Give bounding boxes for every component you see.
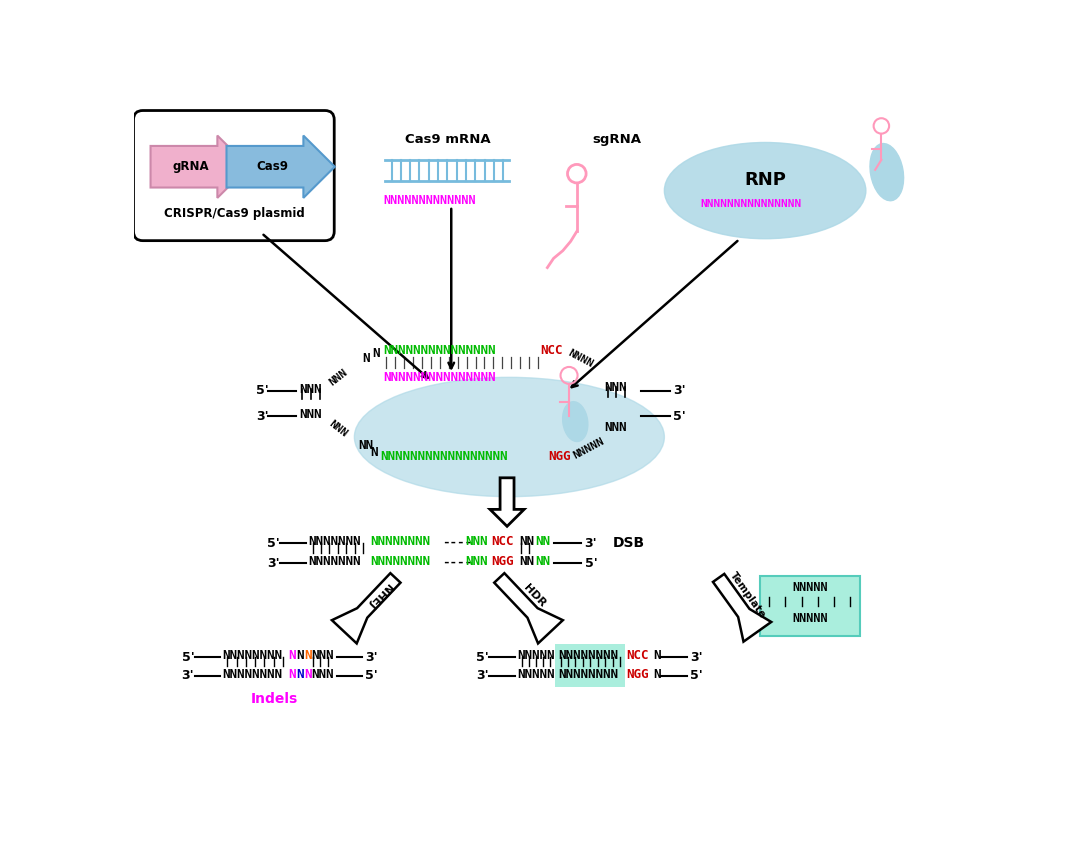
Text: NNN: NNN: [312, 649, 334, 663]
Text: 3': 3': [256, 409, 268, 423]
Text: NNN: NNN: [299, 383, 321, 396]
Text: N: N: [362, 352, 370, 365]
Text: NNN: NNN: [604, 421, 627, 435]
Text: N: N: [653, 649, 660, 663]
Text: N: N: [370, 446, 377, 459]
Text: NN: NN: [519, 555, 534, 568]
Text: NN: NN: [535, 555, 550, 568]
Text: NNN: NNN: [604, 381, 627, 394]
Text: 3': 3': [690, 651, 703, 663]
Text: ----: ----: [442, 535, 472, 549]
Text: NNNNNNNNNNNNN: NNNNNNNNNNNNN: [383, 194, 475, 207]
Text: 3': 3': [584, 537, 597, 549]
Text: 5': 5': [365, 669, 378, 682]
Text: NNNNNNN: NNNNNNN: [308, 555, 360, 568]
Text: NNNNN: NNNNN: [517, 649, 554, 663]
Text: N: N: [304, 649, 312, 663]
Text: NCC: NCC: [627, 649, 649, 663]
Text: NNNNNNNN: NNNNNNNN: [559, 668, 618, 680]
FancyBboxPatch shape: [760, 576, 860, 636]
Text: DSB: DSB: [612, 536, 645, 550]
Text: NNN: NNN: [466, 555, 488, 568]
Text: NNN: NNN: [312, 668, 334, 680]
Text: CRISPR/Cas9 plasmid: CRISPR/Cas9 plasmid: [163, 207, 304, 220]
Ellipse shape: [355, 377, 664, 496]
Text: N: N: [304, 668, 312, 680]
Ellipse shape: [664, 143, 866, 239]
Text: NCC: NCC: [491, 535, 514, 549]
Text: Cas9: Cas9: [256, 160, 288, 173]
Text: sgRNA: sgRNA: [593, 133, 641, 145]
Text: 5': 5': [690, 669, 703, 682]
Text: 5': 5': [256, 384, 269, 398]
Text: NNNNNNNN: NNNNNNNN: [370, 555, 430, 568]
Text: N: N: [653, 668, 660, 680]
Text: Cas9 mRNA: Cas9 mRNA: [405, 133, 490, 145]
FancyBboxPatch shape: [226, 136, 334, 197]
Text: NNNNNNNN: NNNNNNNN: [222, 668, 283, 680]
Text: 3': 3': [267, 557, 280, 570]
FancyBboxPatch shape: [555, 663, 625, 687]
Text: NNNNNNNNNNNNNNNNN: NNNNNNNNNNNNNNNNN: [380, 450, 507, 463]
FancyBboxPatch shape: [134, 111, 334, 241]
Text: N: N: [296, 649, 303, 663]
Text: NN: NN: [535, 535, 550, 549]
Text: 5': 5': [182, 651, 194, 663]
Text: NNNNNNN: NNNNNNN: [308, 535, 360, 549]
Text: N: N: [288, 649, 296, 663]
Text: NNN: NNN: [299, 408, 321, 421]
Text: NNNNNNNNNNNNNNN: NNNNNNNNNNNNNNN: [383, 344, 496, 357]
Text: RNP: RNP: [744, 170, 786, 189]
Text: N: N: [296, 668, 303, 680]
Text: NNNNN: NNNNN: [792, 582, 828, 594]
Text: NNNN: NNNN: [566, 348, 595, 369]
Text: NNNNNNNN: NNNNNNNN: [222, 649, 283, 663]
Ellipse shape: [870, 143, 904, 201]
Text: 5': 5': [584, 557, 597, 570]
Text: 5': 5': [267, 537, 280, 549]
Text: NGG: NGG: [548, 450, 570, 463]
Text: NNNNNNNNNNNNNNN: NNNNNNNNNNNNNNN: [383, 371, 496, 384]
Text: NNNNNNNN: NNNNNNNN: [370, 535, 430, 549]
Text: NNNNNNNN: NNNNNNNN: [559, 649, 618, 663]
Text: ----: ----: [442, 555, 472, 568]
Text: NNN: NNN: [327, 419, 349, 440]
Text: NNNNNNNNNNNNNNN: NNNNNNNNNNNNNNN: [701, 199, 802, 209]
Polygon shape: [332, 573, 400, 643]
Text: gRNA: gRNA: [173, 160, 209, 173]
FancyBboxPatch shape: [555, 644, 625, 668]
Text: NN: NN: [358, 439, 373, 452]
Text: NNNNN: NNNNN: [792, 612, 828, 625]
Text: 3': 3': [476, 669, 489, 682]
Text: NCC: NCC: [540, 344, 563, 357]
Polygon shape: [494, 573, 563, 643]
Text: 3': 3': [673, 384, 686, 398]
Polygon shape: [490, 478, 524, 527]
Text: 5': 5': [673, 409, 686, 423]
Text: NGG: NGG: [491, 555, 514, 568]
Text: NGG: NGG: [627, 668, 649, 680]
Text: 3': 3': [182, 669, 194, 682]
FancyBboxPatch shape: [151, 136, 249, 197]
Text: 5': 5': [476, 651, 489, 663]
Text: NNN: NNN: [327, 367, 349, 388]
Ellipse shape: [563, 402, 587, 441]
Text: NHEJ: NHEJ: [365, 582, 393, 610]
Text: N: N: [288, 668, 296, 680]
Text: NN: NN: [519, 535, 534, 549]
Text: NNNNN: NNNNN: [571, 436, 606, 461]
Polygon shape: [713, 574, 771, 641]
Text: Template: Template: [727, 571, 767, 620]
Text: NNN: NNN: [466, 535, 488, 549]
Text: 3': 3': [365, 651, 378, 663]
Text: HDR: HDR: [521, 582, 547, 609]
Text: N: N: [373, 347, 380, 360]
Text: NNNNN: NNNNN: [517, 668, 554, 680]
Text: Indels: Indels: [251, 692, 298, 706]
